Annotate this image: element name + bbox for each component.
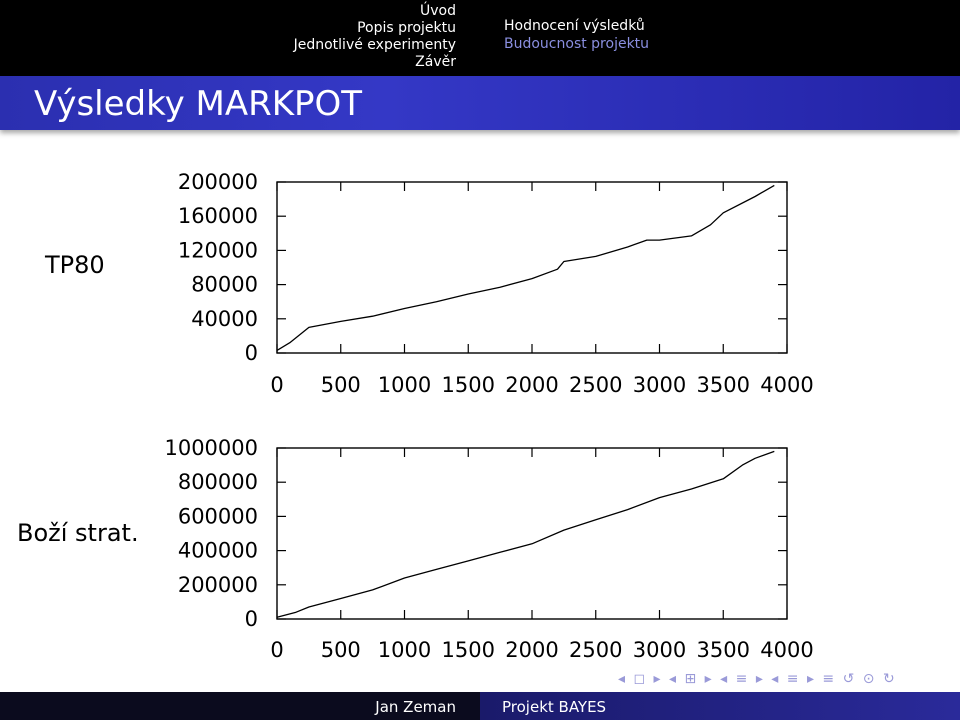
chart-0-ytick-label: 200000: [178, 170, 258, 194]
footer-title: Projekt BAYES: [502, 698, 607, 716]
row-label-bozi-strat: Boží strat.: [17, 519, 139, 547]
chart-0-ytick-label: 80000: [191, 273, 258, 297]
footer-bar: Jan Zeman Projekt BAYES: [0, 692, 960, 720]
nav-sections-left: Úvod Popis projektu Jednotlivé experimen…: [0, 0, 481, 76]
nav-link-jednotlive-experimenty[interactable]: Jednotlivé experimenty: [293, 37, 456, 53]
chart-0-xtick-label: 3000: [633, 373, 686, 397]
chart-0-xtick-label: 1500: [442, 373, 495, 397]
chart-0-ytick-label: 160000: [178, 204, 258, 228]
nav-link-hodnoceni-vysledku[interactable]: Hodnocení výsledků: [504, 18, 645, 34]
row-label-tp80: TP80: [45, 251, 105, 279]
chart-0-ytick-label: 40000: [191, 307, 258, 331]
footer-title-box: Projekt BAYES: [480, 692, 960, 720]
chart-1-xtick-label: 3000: [633, 638, 686, 662]
chart-0-xtick-label: 3500: [697, 373, 750, 397]
chart-0-series-line: [276, 184, 775, 351]
chart-1-xtick-label: 500: [321, 638, 361, 662]
chart-1-xtick-label: 0: [270, 638, 283, 662]
beamer-navigation-symbols[interactable]: ◂ ◻ ▸ ◂ ⊞ ▸ ◂ ≡ ▸ ◂ ≡ ▸ ≡ ↺ ⊙ ↻: [618, 671, 897, 687]
chart-1-frame: [276, 447, 788, 620]
nav-link-popis-projektu[interactable]: Popis projektu: [357, 20, 456, 36]
chart-0-xtick-label: 4000: [760, 373, 813, 397]
frame-title-bar: Výsledky MARKPOT: [0, 76, 960, 130]
chart-1-ytick-label: 200000: [178, 573, 258, 597]
chart-1-ytick-label: 800000: [178, 470, 258, 494]
nav-link-budoucnost-projektu[interactable]: Budoucnost projektu: [504, 36, 650, 52]
chart-0-xtick-label: 0: [270, 373, 283, 397]
header-bar: Úvod Popis projektu Jednotlivé experimen…: [0, 0, 960, 76]
chart-1-xtick-label: 1500: [442, 638, 495, 662]
chart-1-ytick-label: 600000: [178, 504, 258, 528]
frame-title: Výsledky MARKPOT: [34, 84, 363, 124]
footer-author: Jan Zeman: [375, 698, 456, 716]
chart-1-xtick-label: 2500: [569, 638, 622, 662]
chart-1-xtick-label: 4000: [760, 638, 813, 662]
chart-0-ytick-label: 120000: [178, 238, 258, 262]
nav-link-uvod[interactable]: Úvod: [420, 3, 456, 19]
chart-0-xtick-label: 2000: [505, 373, 558, 397]
chart-0-frame: [276, 181, 788, 354]
chart-0-xtick-label: 2500: [569, 373, 622, 397]
chart-0-ytick-label: 0: [245, 341, 258, 365]
chart-0-xtick-label: 500: [321, 373, 361, 397]
chart-1-series-line: [276, 450, 775, 618]
chart-0-xtick-label: 1000: [378, 373, 431, 397]
chart-1-xtick-label: 3500: [697, 638, 750, 662]
chart-1-ytick-label: 1000000: [164, 436, 258, 460]
nav-link-zaver[interactable]: Závěr: [415, 54, 456, 70]
chart-1-xtick-label: 1000: [378, 638, 431, 662]
nav-subsections-right: Hodnocení výsledků Budoucnost projektu: [504, 17, 649, 53]
footer-author-box: Jan Zeman: [0, 692, 480, 720]
chart-1-ytick-label: 400000: [178, 539, 258, 563]
chart-1-xtick-label: 2000: [505, 638, 558, 662]
chart-1-ytick-label: 0: [245, 607, 258, 631]
